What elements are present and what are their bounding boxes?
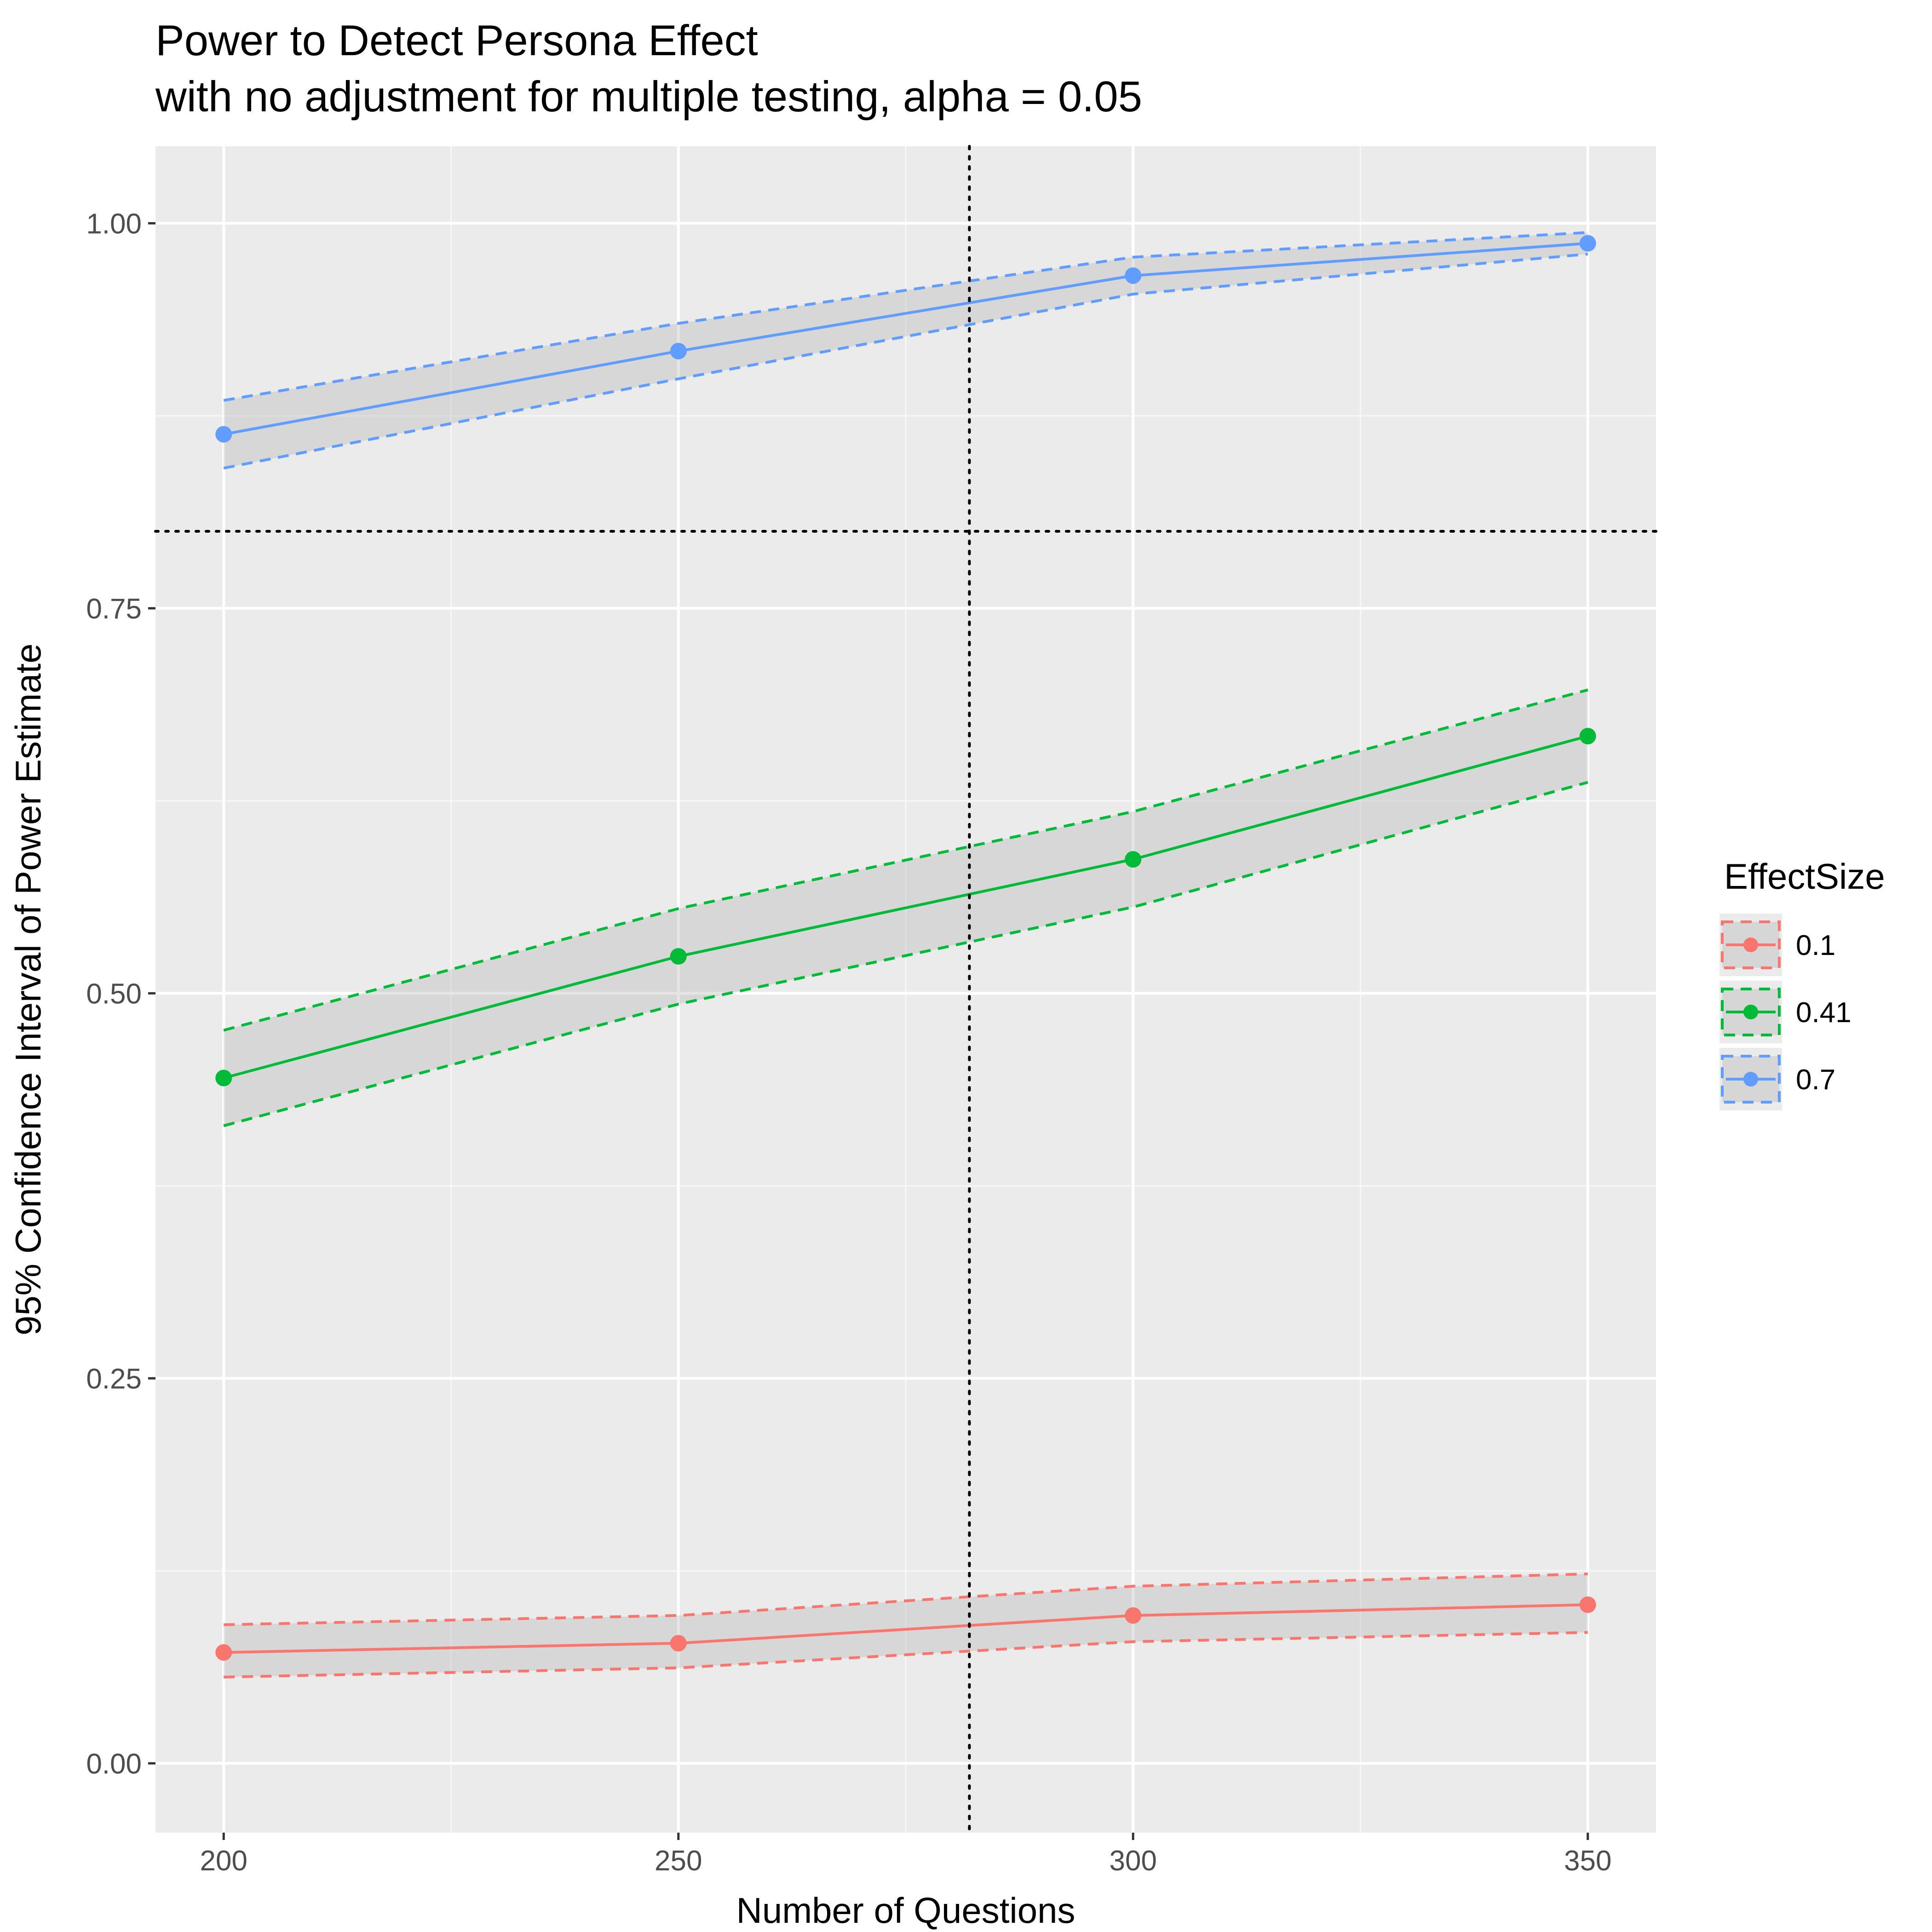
legend-key-point-0.7 bbox=[1743, 1072, 1758, 1087]
legend-label-0.7: 0.7 bbox=[1796, 1064, 1835, 1096]
point-effect-0.41 bbox=[1579, 728, 1596, 745]
upper-bound-effect-0.1 bbox=[224, 1572, 1588, 1627]
y-tick-label: 0.00 bbox=[86, 1748, 142, 1780]
line-effect-0.7 bbox=[223, 242, 1588, 436]
upper-bound-effect-0.41 bbox=[223, 688, 1588, 1032]
grid-minor bbox=[155, 146, 1656, 1833]
y-tick-label: 0.25 bbox=[86, 1363, 142, 1395]
reference-lines bbox=[154, 145, 1657, 1834]
legend-key-point-0.1 bbox=[1743, 937, 1758, 952]
series-lines bbox=[223, 242, 1588, 1654]
series-points bbox=[215, 235, 1596, 1661]
y-tick-label: 0.50 bbox=[86, 978, 142, 1010]
legend: EffectSize 0.1 0.41 0.7 bbox=[1719, 856, 1885, 1110]
point-effect-0.41 bbox=[215, 1070, 232, 1087]
point-effect-0.7 bbox=[1125, 267, 1142, 284]
lower-bound-effect-0.1 bbox=[224, 1631, 1588, 1679]
x-tick-label: 350 bbox=[1564, 1845, 1611, 1877]
line-effect-0.41 bbox=[223, 735, 1588, 1080]
chart-subtitle: with no adjustment for multiple testing,… bbox=[155, 72, 1142, 121]
x-axis-title: Number of Questions bbox=[736, 1890, 1075, 1931]
legend-label-0.41: 0.41 bbox=[1796, 997, 1852, 1029]
x-tick-label: 200 bbox=[200, 1845, 247, 1877]
legend-title: EffectSize bbox=[1724, 856, 1885, 897]
point-effect-0.1 bbox=[1125, 1607, 1142, 1624]
point-effect-0.7 bbox=[1579, 235, 1596, 252]
point-effect-0.1 bbox=[670, 1635, 687, 1652]
x-tick-label: 300 bbox=[1110, 1845, 1157, 1877]
ribbon-effect-0.7 bbox=[224, 232, 1588, 468]
upper-bound-effect-0.7 bbox=[223, 231, 1588, 402]
legend-key-point-0.41 bbox=[1743, 1005, 1758, 1019]
confidence-bounds bbox=[223, 231, 1588, 1679]
legend-label-0.1: 0.1 bbox=[1796, 930, 1835, 961]
lower-bound-effect-0.41 bbox=[223, 781, 1588, 1127]
point-effect-0.41 bbox=[1125, 851, 1142, 868]
ribbon-effect-0.1 bbox=[224, 1574, 1588, 1677]
lower-bound-effect-0.7 bbox=[223, 253, 1588, 470]
y-tick-label: 1.00 bbox=[86, 208, 142, 240]
chart-title: Power to Detect Persona Effect bbox=[155, 16, 758, 64]
x-tick-label: 250 bbox=[655, 1845, 702, 1877]
point-effect-0.41 bbox=[670, 948, 687, 965]
axes: 200 250 300 350 0.00 0.25 0.50 0.75 1.00 bbox=[86, 208, 1611, 1877]
y-axis-title: 95% Confidence Interval of Power Estimat… bbox=[8, 644, 48, 1335]
point-effect-0.1 bbox=[1579, 1596, 1596, 1613]
point-effect-0.7 bbox=[215, 426, 232, 443]
y-tick-label: 0.75 bbox=[86, 593, 142, 625]
point-effect-0.7 bbox=[670, 343, 687, 360]
point-effect-0.1 bbox=[215, 1644, 232, 1661]
line-effect-0.1 bbox=[224, 1603, 1588, 1654]
